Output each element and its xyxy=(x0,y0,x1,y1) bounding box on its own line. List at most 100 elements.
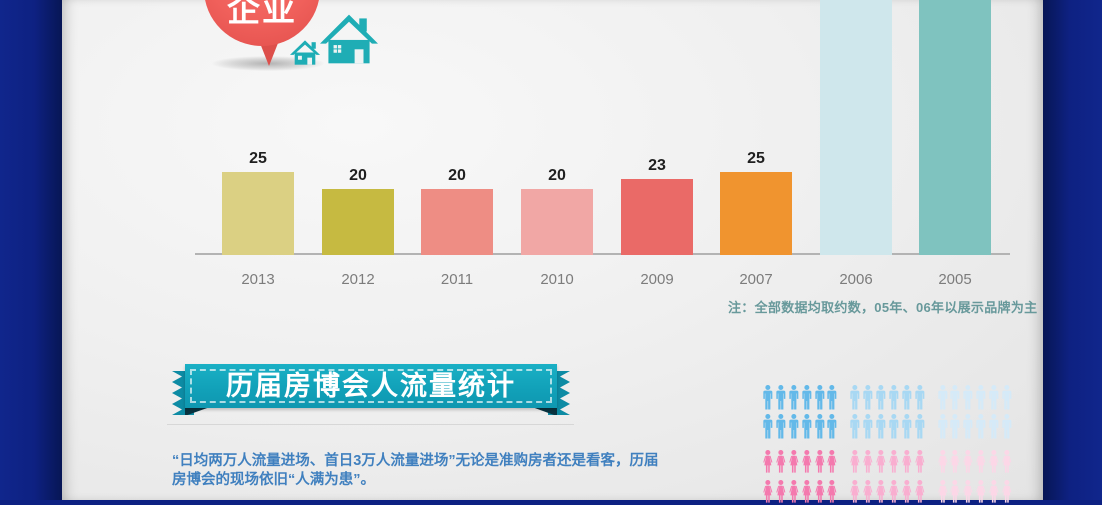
female-icon xyxy=(889,450,899,473)
female-icon xyxy=(937,450,947,473)
bar-value-2013: 25 xyxy=(249,150,267,167)
male-icon xyxy=(963,385,973,410)
female-icon xyxy=(937,480,947,503)
female-icon xyxy=(763,480,773,503)
female-icon xyxy=(889,480,899,503)
male-icon xyxy=(989,385,999,410)
female-icon xyxy=(814,450,824,473)
female-icon xyxy=(850,480,860,503)
year-label-2010: 2010 xyxy=(540,271,574,288)
bar-value-2007: 25 xyxy=(747,150,765,167)
bar-value-2009: 23 xyxy=(648,157,666,174)
year-label-2009: 2009 xyxy=(640,271,674,288)
female-icon xyxy=(1002,450,1012,473)
section-title-ribbon xyxy=(185,364,557,408)
right-border-band xyxy=(1043,0,1102,500)
bar-2011 xyxy=(421,189,493,255)
female-icon xyxy=(850,450,860,473)
female-icon xyxy=(989,480,999,503)
bar-2010 xyxy=(521,189,593,255)
bar-2009 xyxy=(621,179,693,255)
male-icon xyxy=(889,385,899,410)
male-icon xyxy=(776,385,786,410)
pictograph-group xyxy=(937,385,1014,410)
female-icon xyxy=(789,480,799,503)
year-label-2012: 2012 xyxy=(341,271,375,288)
bar-value-2010: 20 xyxy=(548,167,566,184)
male-icon xyxy=(902,414,912,439)
male-icon xyxy=(789,385,799,410)
infographic-page: 企业 25 2013 20 2012 20 2011 20 2010 23 2009 25 2007 2… xyxy=(62,0,1043,503)
male-icon xyxy=(814,414,824,439)
bar-2005 xyxy=(919,0,991,255)
male-icon xyxy=(827,385,837,410)
male-icon xyxy=(827,414,837,439)
female-icon xyxy=(776,480,786,503)
chart-note: 注：全部数据均取约数，05年、06年以展示品牌为主 xyxy=(728,300,1038,315)
female-icon xyxy=(989,450,999,473)
female-icon xyxy=(914,480,925,503)
male-icon xyxy=(963,414,973,439)
male-icon xyxy=(801,385,811,410)
male-icon xyxy=(914,414,924,439)
female-icon xyxy=(963,450,973,473)
house-large-icon xyxy=(320,14,378,69)
divider-line xyxy=(167,424,574,425)
female-icon xyxy=(950,450,960,473)
female-icon xyxy=(789,450,799,473)
pictograph-group xyxy=(849,385,926,410)
section-title: 历届房博会人流量统计 xyxy=(226,371,516,401)
bar-2006 xyxy=(820,0,892,255)
male-icon xyxy=(801,414,811,439)
female-icon xyxy=(914,450,925,473)
male-icon xyxy=(914,385,924,410)
pictograph-row-female xyxy=(762,480,1024,505)
male-icon xyxy=(776,414,786,439)
female-icon xyxy=(801,450,812,473)
pictograph-group xyxy=(762,385,839,410)
male-icon xyxy=(850,414,860,439)
female-icon xyxy=(801,480,812,503)
pictograph-group xyxy=(849,414,926,439)
pictograph-row-male xyxy=(762,414,1024,439)
male-icon xyxy=(976,385,986,410)
pictograph-group xyxy=(849,480,926,505)
female-icon xyxy=(863,450,873,473)
female-icon xyxy=(876,480,886,503)
male-icon xyxy=(902,385,912,410)
section-paragraph: “日均两万人流量进场、首日3万人流量进场”无论是准购房者还是看客，历届房博会的现… xyxy=(172,452,659,488)
male-icon xyxy=(863,385,873,410)
male-icon xyxy=(889,414,899,439)
year-label-2005: 2005 xyxy=(938,271,972,288)
pictograph-group xyxy=(762,480,839,505)
female-icon xyxy=(776,450,786,473)
female-icon xyxy=(950,480,960,503)
male-icon xyxy=(976,414,986,439)
female-icon xyxy=(902,480,912,503)
male-icon xyxy=(863,414,873,439)
year-label-2013: 2013 xyxy=(241,271,275,288)
female-icon xyxy=(763,450,773,473)
ribbon-fold-left xyxy=(185,407,210,415)
female-icon xyxy=(876,450,886,473)
female-icon xyxy=(976,480,986,503)
male-icon xyxy=(763,414,773,439)
male-icon xyxy=(950,385,960,410)
female-icon xyxy=(827,450,837,473)
male-icon xyxy=(937,385,947,410)
male-icon xyxy=(876,385,886,410)
male-icon xyxy=(989,414,999,439)
pictograph-row-female xyxy=(762,450,1024,475)
male-icon xyxy=(814,385,824,410)
year-label-2007: 2007 xyxy=(739,271,773,288)
male-icon xyxy=(789,414,799,439)
male-icon xyxy=(850,385,860,410)
left-border-band xyxy=(0,0,62,500)
year-label-2011: 2011 xyxy=(440,271,474,288)
bar-2013 xyxy=(222,172,294,255)
male-icon xyxy=(1002,385,1012,410)
pictograph-group xyxy=(937,480,1014,505)
house-small-icon xyxy=(290,40,320,70)
bar-value-2011: 20 xyxy=(448,167,466,184)
female-icon xyxy=(963,480,973,503)
